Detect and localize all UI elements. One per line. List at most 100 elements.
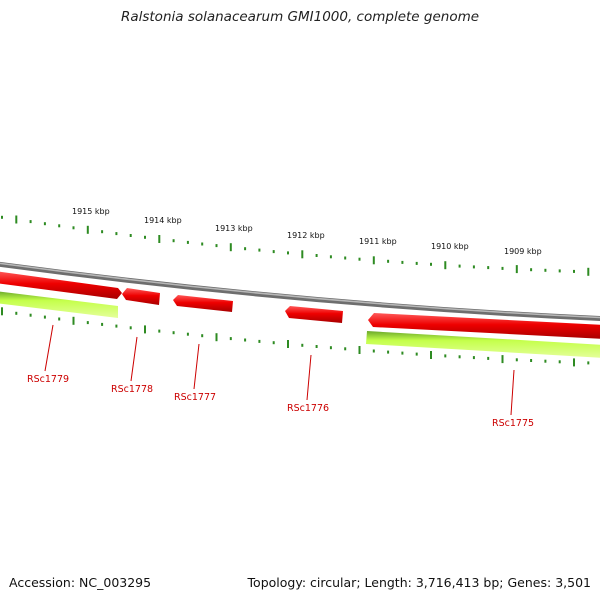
minor-tick <box>544 359 547 363</box>
minor-tick <box>372 349 375 353</box>
kbp-label: 1909 kbp <box>504 247 542 256</box>
kbp-label: 1914 kbp <box>144 216 182 225</box>
gene-arrow-rsc1777[interactable] <box>173 295 233 312</box>
minor-tick <box>29 220 32 224</box>
minor-tick <box>515 358 518 362</box>
genome-stats: Topology: circular; Length: 3,716,413 bp… <box>247 575 591 590</box>
minor-tick <box>201 334 204 338</box>
major-tick <box>158 235 161 243</box>
minor-tick <box>172 239 175 243</box>
minor-tick <box>186 332 189 336</box>
minor-tick <box>101 230 104 234</box>
genes-value: 3,501 <box>555 575 591 590</box>
major-tick <box>215 333 218 342</box>
minor-tick <box>301 343 304 347</box>
minor-tick <box>315 345 318 348</box>
minor-tick <box>186 240 189 244</box>
minor-tick <box>129 234 132 237</box>
minor-tick <box>15 311 18 315</box>
reverse-gene-arrow[interactable] <box>0 291 118 318</box>
minor-tick <box>115 324 118 328</box>
length-label: Length: <box>364 575 412 590</box>
minor-tick <box>172 331 175 335</box>
major-tick <box>1 307 3 316</box>
minor-tick <box>72 226 75 230</box>
gene-label-rsc1778: RSc1778 <box>111 384 153 395</box>
major-tick <box>229 243 232 252</box>
minor-tick <box>358 257 361 261</box>
accession-label: Accession: <box>9 575 76 590</box>
minor-tick <box>315 254 318 257</box>
gene-label-group: RSc1779 RSc1778 RSc1777 RSc1776 RSc1775 <box>27 324 534 429</box>
minor-tick <box>558 360 561 364</box>
gene-arrow-rsc1778[interactable] <box>122 288 160 305</box>
major-tick <box>144 325 146 334</box>
major-tick <box>430 351 432 359</box>
minor-tick <box>415 352 418 356</box>
minor-tick <box>458 355 461 359</box>
major-tick <box>72 316 75 325</box>
minor-tick <box>573 269 575 273</box>
genome-title: Ralstonia solanacearum GMI1000, complete… <box>120 9 480 25</box>
minor-tick <box>544 268 547 272</box>
minor-tick <box>329 346 332 350</box>
minor-tick <box>244 247 247 251</box>
major-tick <box>444 261 447 270</box>
accession-value: NC_003295 <box>79 575 152 590</box>
major-tick <box>515 265 518 274</box>
gene-arrow-rsc1776[interactable] <box>285 306 343 323</box>
minor-tick <box>144 235 146 239</box>
gene-label-rsc1776: RSc1776 <box>287 403 329 414</box>
reverse-gene-arrow[interactable] <box>366 331 600 358</box>
kbp-label: 1913 kbp <box>215 224 253 233</box>
forward-gene-track <box>0 271 600 339</box>
minor-tick <box>430 262 432 266</box>
gene-label-rsc1779: RSc1779 <box>27 374 69 385</box>
minor-tick <box>43 315 46 319</box>
major-tick <box>287 340 289 348</box>
minor-tick <box>587 361 590 365</box>
minor-tick <box>272 341 275 345</box>
minor-tick <box>287 251 289 255</box>
major-tick <box>501 355 504 364</box>
minor-tick <box>58 317 61 321</box>
minor-tick <box>158 329 161 333</box>
major-tick <box>301 250 304 259</box>
minor-tick <box>329 255 332 259</box>
minor-tick <box>444 354 447 358</box>
minor-tick <box>487 266 490 270</box>
kbp-label-group: 1915 kbp 1914 kbp 1913 kbp 1912 kbp 1911… <box>72 207 542 256</box>
minor-tick <box>501 266 504 270</box>
kbp-label: 1912 kbp <box>287 231 325 240</box>
major-tick <box>15 215 18 224</box>
reverse-gene-track <box>0 291 600 358</box>
minor-tick <box>344 347 347 351</box>
minor-tick <box>201 242 204 246</box>
major-tick <box>573 358 575 367</box>
gene-label-rsc1777: RSc1777 <box>174 392 216 403</box>
major-tick <box>358 346 361 354</box>
major-tick <box>372 256 375 265</box>
minor-tick <box>530 359 533 362</box>
minor-tick <box>258 248 261 252</box>
outer-tick-row <box>1 215 590 276</box>
kbp-label: 1915 kbp <box>72 207 110 216</box>
minor-tick <box>558 269 561 273</box>
major-tick <box>587 267 590 276</box>
minor-tick <box>1 215 3 219</box>
gene-arrow-rsc1775[interactable] <box>368 313 600 339</box>
genes-label: Genes: <box>507 575 552 590</box>
length-value: 3,716,413 bp <box>415 575 500 590</box>
gene-arrow-rsc1779[interactable] <box>0 271 122 299</box>
minor-tick <box>530 268 533 272</box>
minor-tick <box>472 265 475 269</box>
minor-tick <box>458 264 461 268</box>
gene-label-rsc1775: RSc1775 <box>492 418 534 429</box>
minor-tick <box>215 244 218 248</box>
minor-tick <box>86 321 89 325</box>
minor-tick <box>58 224 61 228</box>
minor-tick <box>101 322 104 326</box>
minor-tick <box>43 222 46 226</box>
minor-tick <box>472 356 475 360</box>
